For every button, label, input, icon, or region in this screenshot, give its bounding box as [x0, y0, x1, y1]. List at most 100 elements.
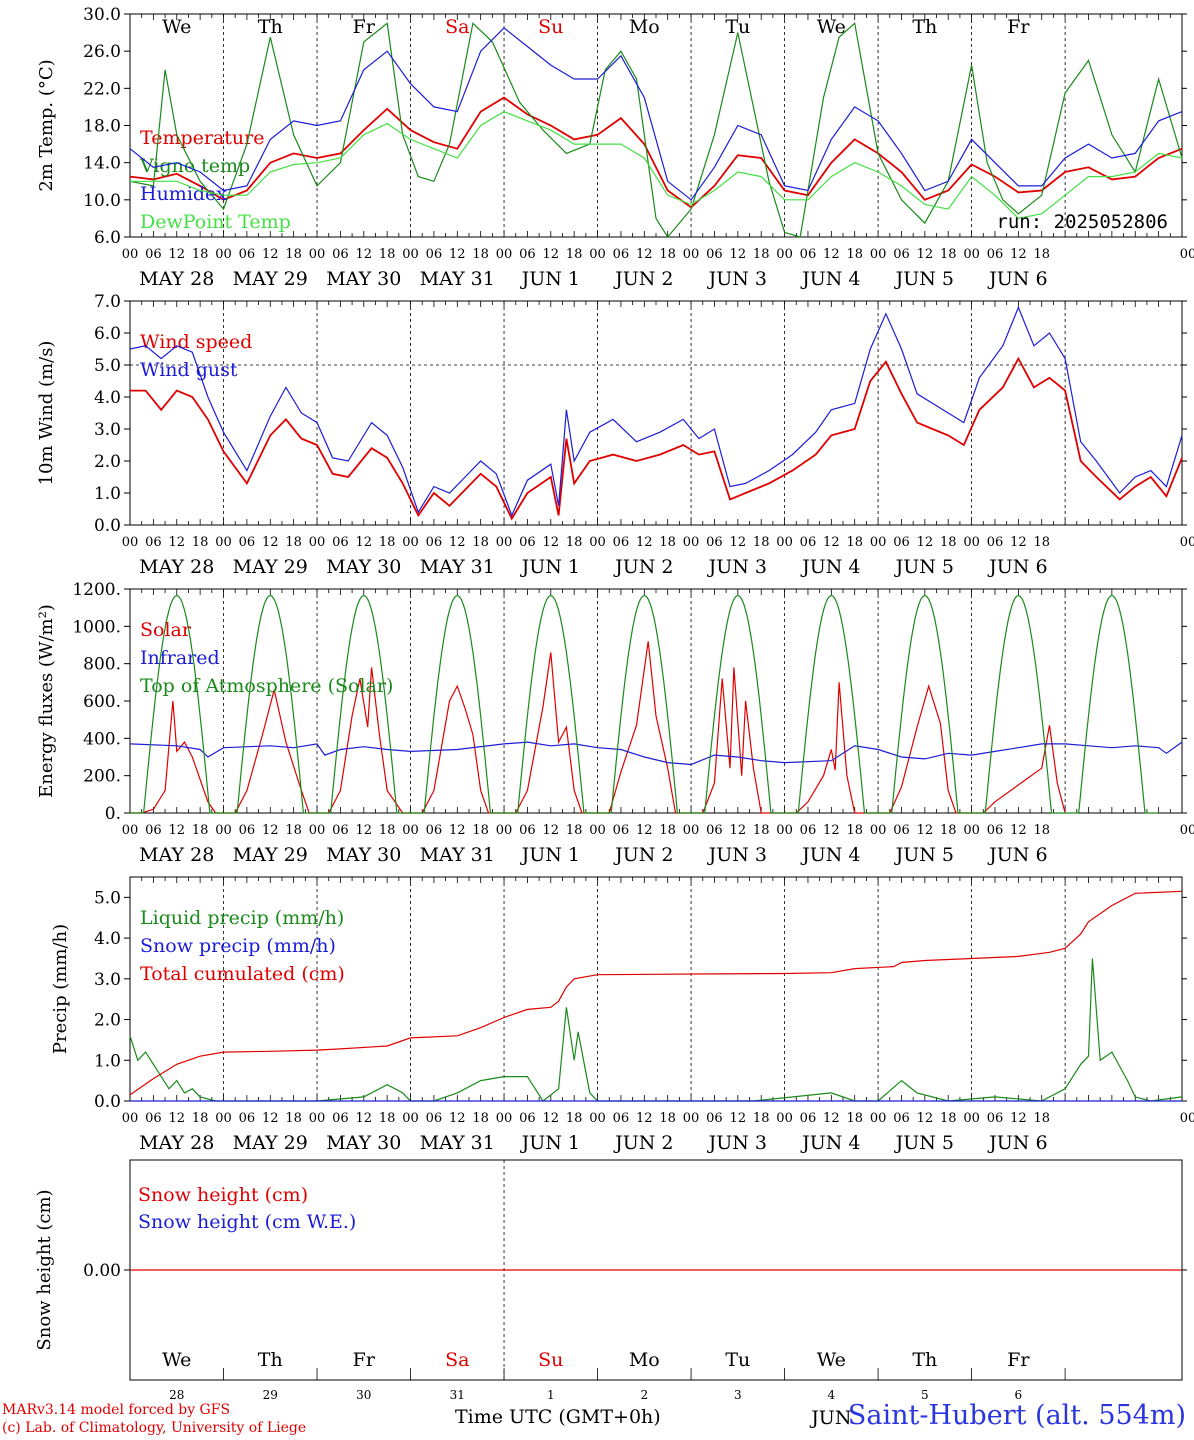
x-hour-label: 06 [332, 535, 349, 550]
x-hour-label: 18 [659, 823, 676, 838]
x-hour-label: 12 [823, 535, 840, 550]
x-hour-label: 12 [730, 535, 747, 550]
y-tick-label: 400. [83, 729, 121, 749]
y-tick-label: 3.0 [94, 970, 121, 990]
x-hour-label: 06 [987, 535, 1004, 550]
weekday-label: Fr [1007, 16, 1030, 38]
x-date-label: JUN 4 [800, 268, 860, 290]
x-hour-label: 06 [145, 535, 162, 550]
series-line-wind-gust [129, 305, 1183, 517]
series-line-top-of-atmosphere-solar- [130, 594, 1159, 814]
x-hour-label: 00 [683, 247, 700, 262]
x-hour-label: 18 [1033, 247, 1050, 262]
x-hour-label: 12 [823, 1111, 840, 1126]
x-hour-label: 00 [402, 535, 419, 550]
weekday-label: We [817, 16, 846, 38]
x-hour-label: 06 [332, 823, 349, 838]
x-hour-label: 06 [145, 1111, 162, 1126]
x-hour-label: 12 [543, 1111, 560, 1126]
x-hour-label: 12 [449, 247, 466, 262]
x-hour-label: 12 [823, 247, 840, 262]
series-line-liquid-precip-mm-h- [129, 958, 1183, 1102]
x-date-label: MAY 29 [233, 844, 308, 866]
x-date-label: JUN 5 [894, 268, 954, 290]
weekday-label-bottom: We [162, 1349, 191, 1371]
x-hour-label: 06 [145, 247, 162, 262]
x-date-label: MAY 29 [233, 268, 308, 290]
x-date-label: MAY 28 [139, 268, 214, 290]
day-number-label: 2 [640, 1388, 648, 1402]
x-hour-label: 12 [1010, 535, 1027, 550]
x-hour-label: 00 [122, 823, 139, 838]
x-hour-label: 00 [1180, 247, 1194, 262]
x-hour-label: 18 [1033, 535, 1050, 550]
x-date-label: JUN 2 [613, 844, 673, 866]
x-date-label: JUN 2 [613, 268, 673, 290]
weekday-label-bottom: Tu [725, 1349, 750, 1371]
x-hour-label: 12 [1010, 823, 1027, 838]
x-date-label: MAY 31 [420, 556, 495, 578]
legend-entry: Solar [140, 619, 192, 641]
x-hour-label: 18 [379, 247, 396, 262]
legend-entry: Wind gust [140, 359, 238, 381]
x-hour-label: 00 [1180, 1111, 1194, 1126]
x-hour-label: 18 [192, 535, 209, 550]
y-tick-label: 0.0 [94, 516, 121, 536]
x-hour-label: 06 [613, 823, 630, 838]
x-hour-label: 12 [543, 535, 560, 550]
x-hour-label: 00 [215, 535, 232, 550]
x-hour-label: 06 [519, 823, 536, 838]
plot-frame-2 [129, 588, 1183, 814]
x-hour-label: 06 [519, 1111, 536, 1126]
y-tick-label: 7.0 [94, 292, 121, 312]
weekday-label: Tu [725, 16, 750, 38]
x-hour-label: 06 [613, 247, 630, 262]
y-tick-label: 1.0 [94, 484, 121, 504]
x-hour-label: 12 [356, 535, 373, 550]
x-hour-label: 00 [496, 535, 513, 550]
y-tick-label: 800. [83, 655, 121, 675]
x-date-label: JUN 5 [894, 844, 954, 866]
series-line-dewpoint-temp [130, 110, 1183, 220]
x-hour-label: 00 [402, 1111, 419, 1126]
x-date-label: MAY 28 [139, 844, 214, 866]
time-axis-label: Time UTC (GMT+0h) [455, 1406, 661, 1428]
x-hour-label: 12 [823, 823, 840, 838]
x-hour-label: 06 [706, 823, 723, 838]
x-hour-label: 06 [893, 535, 910, 550]
x-date-label: JUN 1 [520, 844, 580, 866]
legend-entry: Total cumulated (cm) [140, 963, 345, 985]
x-hour-label: 06 [706, 247, 723, 262]
x-hour-label: 18 [285, 823, 302, 838]
x-hour-label: 00 [122, 1111, 139, 1126]
y-tick-label: 22.0 [83, 79, 121, 99]
weekday-label-bottom: Fr [353, 1349, 376, 1371]
y-tick-label: 0.0 [94, 1092, 121, 1112]
x-hour-label: 18 [940, 1111, 957, 1126]
x-hour-label: 12 [636, 1111, 653, 1126]
x-hour-label: 18 [566, 1111, 583, 1126]
series-line-total-cumulated-cm- [129, 890, 1183, 1096]
x-hour-label: 18 [753, 535, 770, 550]
x-date-label: MAY 29 [233, 556, 308, 578]
x-hour-label: 18 [472, 535, 489, 550]
day-number-label: 1 [547, 1388, 555, 1402]
x-hour-label: 00 [776, 1111, 793, 1126]
x-date-label: MAY 28 [139, 556, 214, 578]
x-hour-label: 06 [145, 823, 162, 838]
x-hour-label: 00 [589, 535, 606, 550]
weekday-label-bottom: Fr [1007, 1349, 1030, 1371]
x-hour-label: 12 [168, 823, 185, 838]
x-hour-label: 18 [1033, 1111, 1050, 1126]
x-hour-label: 06 [239, 1111, 256, 1126]
x-hour-label: 18 [846, 247, 863, 262]
day-number-label: 3 [734, 1388, 742, 1402]
x-hour-label: 18 [940, 535, 957, 550]
legend-entry: Liquid precip (mm/h) [140, 907, 344, 929]
y-tick-label: 1.0 [94, 1051, 121, 1071]
x-hour-label: 00 [215, 823, 232, 838]
x-hour-label: 06 [800, 1111, 817, 1126]
x-hour-label: 00 [870, 823, 887, 838]
x-hour-label: 06 [239, 247, 256, 262]
x-date-label: JUN 5 [894, 1132, 954, 1154]
